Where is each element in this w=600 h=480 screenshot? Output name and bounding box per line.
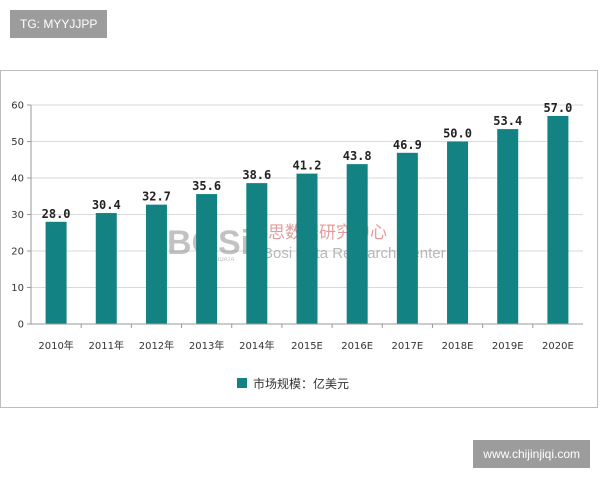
data-label: 28.0 <box>42 207 71 221</box>
y-tick-label: 60 <box>11 101 24 112</box>
x-tick-label: 2018E <box>442 341 474 352</box>
x-tick-label: 2016E <box>341 341 373 352</box>
data-label: 57.0 <box>543 101 572 115</box>
data-label: 50.0 <box>443 127 472 141</box>
x-tick-label: 2017E <box>391 341 423 352</box>
bar <box>95 213 117 324</box>
bar <box>396 152 418 324</box>
y-tick-label: 40 <box>11 174 24 185</box>
bar <box>447 141 469 324</box>
x-tick-label: 2015E <box>291 341 323 352</box>
site-badge: www.chijinjiqi.com <box>473 440 590 468</box>
data-label: 41.2 <box>293 159 322 173</box>
data-label: 43.8 <box>343 149 372 163</box>
y-tick-label: 50 <box>11 137 24 148</box>
tg-badge: TG: MYYJJPP <box>10 10 108 38</box>
bar <box>45 221 67 324</box>
x-tick-label: 2014年 <box>239 339 274 352</box>
y-tick-label: 20 <box>11 247 24 258</box>
x-tick-label: 2013年 <box>189 339 224 352</box>
data-label: 32.7 <box>142 190 171 204</box>
bar <box>497 129 519 324</box>
legend: 市场规模：亿美元 <box>237 376 349 391</box>
bar <box>246 183 268 324</box>
watermark-small: BOSIDATA <box>205 257 234 263</box>
legend-swatch <box>237 378 247 388</box>
bar <box>296 173 318 324</box>
x-tick-label: 2020E <box>542 341 574 352</box>
bar <box>547 115 569 324</box>
chart-frame: BOSi BOSIDATA 博思数据研究中心 Bosi Data Researc… <box>0 70 598 408</box>
data-label: 53.4 <box>493 114 522 128</box>
bars-layer: 28.0 30.4 32.7 35.6 38.6 41.2 43.8 46.9 50.0 53.4… <box>42 101 572 324</box>
x-tick-label: 2019E <box>492 341 524 352</box>
y-tick-label: 10 <box>11 283 24 294</box>
y-tick-label: 30 <box>11 210 24 221</box>
bar <box>346 164 368 324</box>
x-tick-label: 2010年 <box>38 339 73 352</box>
x-tick-label: 2011年 <box>89 339 124 352</box>
data-label: 38.6 <box>242 168 271 182</box>
axis-layer: 0 10 20 30 40 50 60 2010年 2011年 2012年 2013年 2014年 20… <box>11 101 583 352</box>
bar-chart: BOSi BOSIDATA 博思数据研究中心 Bosi Data Researc… <box>11 101 583 391</box>
bar <box>145 204 167 324</box>
data-label: 46.9 <box>393 138 422 152</box>
data-label: 30.4 <box>92 198 121 212</box>
data-label: 35.6 <box>192 179 221 193</box>
bar <box>196 194 218 324</box>
x-tick-label: 2012年 <box>139 339 174 352</box>
legend-label: 市场规模：亿美元 <box>253 376 349 391</box>
y-tick-label: 0 <box>18 320 24 331</box>
